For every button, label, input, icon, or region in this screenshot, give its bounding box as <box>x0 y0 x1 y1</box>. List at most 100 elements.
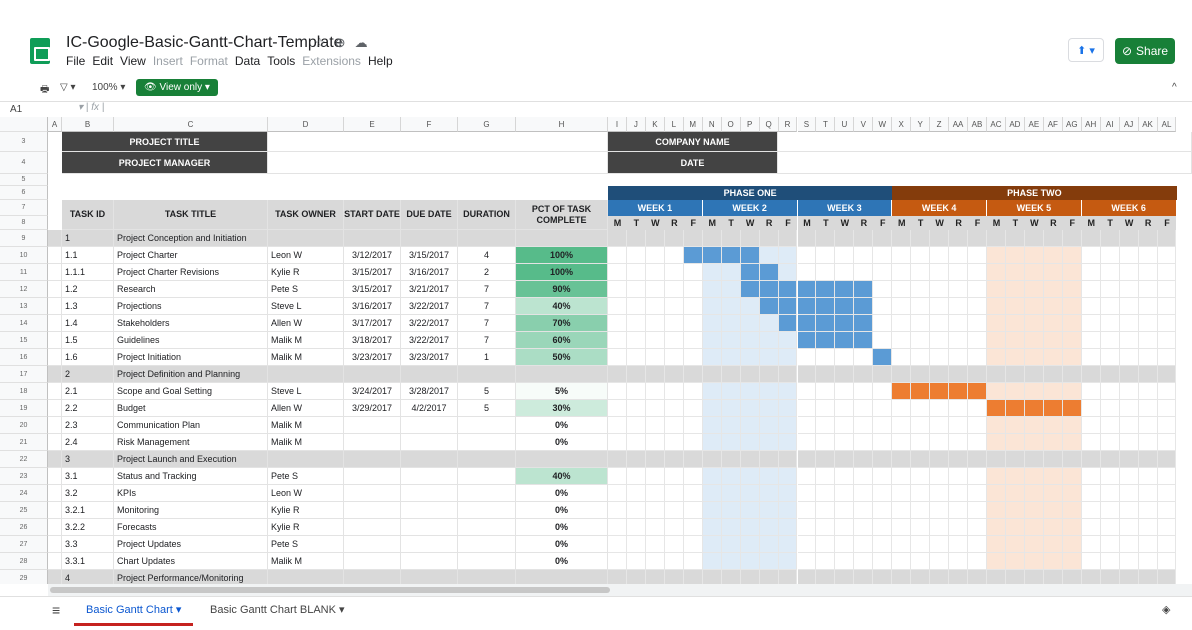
gantt-cell[interactable] <box>930 485 950 502</box>
column-header-o[interactable]: O <box>721 117 741 132</box>
gantt-cell[interactable] <box>949 349 969 366</box>
task-title-cell[interactable]: Research <box>114 281 268 298</box>
gantt-cell[interactable] <box>816 468 836 485</box>
gantt-cell[interactable] <box>1119 366 1139 383</box>
gantt-cell[interactable] <box>873 570 893 584</box>
gantt-cell[interactable] <box>626 417 646 434</box>
gantt-cell[interactable] <box>626 570 646 584</box>
gantt-cell[interactable] <box>835 485 855 502</box>
gantt-cell[interactable] <box>949 451 969 468</box>
gantt-cell[interactable] <box>1062 315 1082 332</box>
zoom-select[interactable]: 100% ▾ <box>92 82 126 93</box>
gantt-cell[interactable] <box>987 570 1006 584</box>
cell-a[interactable] <box>48 502 62 519</box>
gantt-bar-segment[interactable] <box>949 383 969 400</box>
task-title-cell[interactable]: Stakeholders <box>114 315 268 332</box>
gantt-bar-segment[interactable] <box>797 332 817 349</box>
gantt-cell[interactable] <box>1005 468 1025 485</box>
gantt-cell[interactable] <box>835 417 855 434</box>
pct-complete-cell[interactable] <box>516 230 608 247</box>
gantt-cell[interactable] <box>835 230 855 247</box>
task-id-cell[interactable]: 1.3 <box>62 298 114 315</box>
gantt-cell[interactable] <box>1024 315 1044 332</box>
gantt-cell[interactable] <box>1100 451 1120 468</box>
gantt-cell[interactable] <box>645 468 665 485</box>
row-header-26[interactable]: 26 <box>0 519 48 536</box>
gantt-cell[interactable] <box>778 434 798 451</box>
menu-item-format[interactable]: Format <box>189 54 228 68</box>
pct-complete-cell[interactable] <box>516 570 608 584</box>
gantt-cell[interactable] <box>949 366 969 383</box>
gantt-bar-segment[interactable] <box>816 281 836 298</box>
task-owner-cell[interactable]: Leon W <box>268 485 344 502</box>
row-header-25[interactable]: 25 <box>0 502 48 519</box>
gantt-cell[interactable] <box>835 468 855 485</box>
gantt-cell[interactable] <box>1157 247 1177 264</box>
gantt-cell[interactable] <box>778 502 798 519</box>
gantt-cell[interactable] <box>645 502 665 519</box>
column-header-q[interactable]: Q <box>759 117 779 132</box>
start-date-cell[interactable] <box>344 451 401 468</box>
gantt-bar-segment[interactable] <box>778 281 798 298</box>
row-header-9[interactable]: 9 <box>0 230 48 247</box>
task-owner-cell[interactable]: Kylie R <box>268 264 344 281</box>
gantt-cell[interactable] <box>911 332 931 349</box>
pct-complete-cell[interactable]: 60% <box>516 332 608 349</box>
gantt-cell[interactable] <box>721 570 741 584</box>
task-id-cell[interactable]: 4 <box>62 570 114 584</box>
gantt-cell[interactable] <box>1138 519 1158 536</box>
gantt-cell[interactable] <box>911 451 931 468</box>
gantt-cell[interactable] <box>759 349 779 366</box>
gantt-cell[interactable] <box>645 349 665 366</box>
gantt-cell[interactable] <box>683 468 703 485</box>
gantt-cell[interactable] <box>759 400 779 417</box>
gantt-cell[interactable] <box>1005 315 1025 332</box>
gantt-cell[interactable] <box>1119 485 1139 502</box>
task-id-cell[interactable]: 1.5 <box>62 332 114 349</box>
pct-complete-cell[interactable]: 40% <box>516 298 608 315</box>
gantt-cell[interactable] <box>702 230 722 247</box>
gantt-cell[interactable] <box>721 366 741 383</box>
gantt-cell[interactable] <box>873 485 893 502</box>
gantt-cell[interactable] <box>645 366 665 383</box>
start-date-cell[interactable]: 3/29/2017 <box>344 400 401 417</box>
gantt-cell[interactable] <box>740 417 760 434</box>
due-date-cell[interactable] <box>401 366 458 383</box>
gantt-cell[interactable] <box>854 553 874 570</box>
column-header-x[interactable]: X <box>892 117 912 132</box>
gantt-bar-segment[interactable] <box>1043 400 1063 417</box>
gantt-cell[interactable] <box>892 468 912 485</box>
gantt-cell[interactable] <box>1005 383 1025 400</box>
start-date-cell[interactable]: 3/12/2017 <box>344 247 401 264</box>
gantt-cell[interactable] <box>1138 281 1158 298</box>
gantt-cell[interactable] <box>702 417 722 434</box>
gantt-cell[interactable] <box>702 570 722 584</box>
gantt-cell[interactable] <box>797 468 817 485</box>
gantt-cell[interactable] <box>987 536 1006 553</box>
cell-a[interactable] <box>48 281 62 298</box>
gantt-cell[interactable] <box>911 298 931 315</box>
task-title-cell[interactable]: Chart Updates <box>114 553 268 570</box>
gantt-cell[interactable] <box>1062 247 1082 264</box>
gantt-cell[interactable] <box>1138 502 1158 519</box>
gantt-cell[interactable] <box>1100 349 1120 366</box>
gantt-bar-segment[interactable] <box>778 298 798 315</box>
gantt-cell[interactable] <box>759 315 779 332</box>
gantt-cell[interactable] <box>608 298 627 315</box>
gantt-cell[interactable] <box>645 434 665 451</box>
column-header-a[interactable]: A <box>48 117 62 132</box>
gantt-cell[interactable] <box>608 247 627 264</box>
gantt-cell[interactable] <box>1005 366 1025 383</box>
gantt-cell[interactable] <box>873 553 893 570</box>
gantt-cell[interactable] <box>683 281 703 298</box>
gantt-cell[interactable] <box>911 502 931 519</box>
gantt-bar-segment[interactable] <box>740 264 760 281</box>
gantt-cell[interactable] <box>854 434 874 451</box>
cell-a[interactable] <box>48 400 62 417</box>
due-date-cell[interactable]: 3/22/2017 <box>401 332 458 349</box>
gantt-cell[interactable] <box>854 519 874 536</box>
gantt-cell[interactable] <box>1062 417 1082 434</box>
gantt-bar-segment[interactable] <box>835 332 855 349</box>
gantt-cell[interactable] <box>759 230 779 247</box>
gantt-cell[interactable] <box>702 485 722 502</box>
